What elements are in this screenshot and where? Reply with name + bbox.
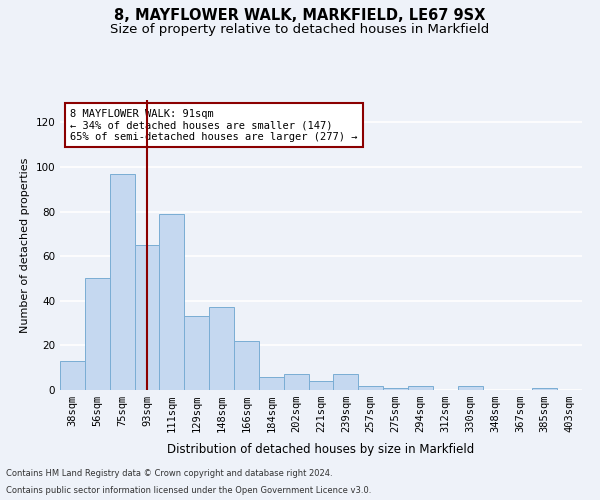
Text: Contains public sector information licensed under the Open Government Licence v3: Contains public sector information licen… (6, 486, 371, 495)
Bar (85, 278, 110, 390)
Bar (408, 386, 433, 390)
Bar (234, 341, 259, 390)
Text: 8, MAYFLOWER WALK, MARKFIELD, LE67 9SX: 8, MAYFLOWER WALK, MARKFIELD, LE67 9SX (115, 8, 485, 22)
Bar (532, 388, 557, 390)
Y-axis label: Number of detached properties: Number of detached properties (20, 158, 30, 332)
Bar (134, 245, 160, 390)
Text: Distribution of detached houses by size in Markfield: Distribution of detached houses by size … (167, 442, 475, 456)
Bar (60, 361, 85, 390)
Bar (209, 308, 234, 390)
Bar (110, 174, 134, 390)
Bar (160, 214, 184, 390)
Text: 8 MAYFLOWER WALK: 91sqm
← 34% of detached houses are smaller (147)
65% of semi-d: 8 MAYFLOWER WALK: 91sqm ← 34% of detache… (70, 108, 358, 142)
Bar (308, 381, 334, 390)
Bar (184, 316, 209, 390)
Bar (259, 376, 284, 390)
Bar (358, 386, 383, 390)
Bar (458, 386, 482, 390)
Text: Size of property relative to detached houses in Markfield: Size of property relative to detached ho… (110, 22, 490, 36)
Text: Contains HM Land Registry data © Crown copyright and database right 2024.: Contains HM Land Registry data © Crown c… (6, 468, 332, 477)
Bar (383, 388, 408, 390)
Bar (284, 374, 308, 390)
Bar (334, 374, 358, 390)
